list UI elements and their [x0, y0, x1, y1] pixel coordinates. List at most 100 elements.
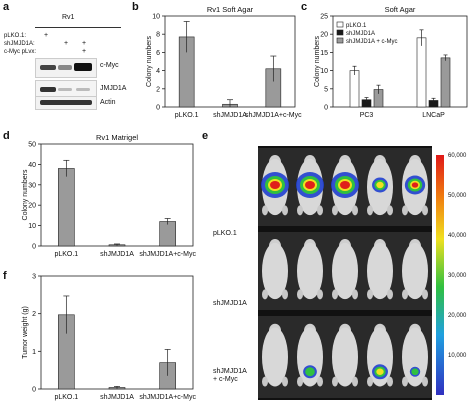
y-axis-label: Colony numbers: [22, 169, 29, 220]
mark-sh-2: +: [64, 40, 69, 47]
scale-tick-10000: 10,000: [448, 353, 467, 359]
mouse-leg: [262, 376, 268, 387]
y-axis-label: Colony numbers: [314, 36, 321, 87]
panel-label-a: a: [3, 1, 10, 13]
mouse-body: [332, 327, 358, 387]
scale-tick-20000: 20,000: [448, 313, 467, 319]
y-tick-label: 0: [156, 105, 160, 112]
row-label-sh-myc: shJMJD1A + c-Myc: [213, 368, 247, 383]
legend-swatch: [336, 37, 344, 44]
y-tick-label: 10: [28, 223, 36, 230]
mouse-leg: [317, 205, 323, 216]
bar: [58, 168, 75, 247]
mouse-body: [402, 242, 428, 300]
x-tick-label: shJMJD1A: [213, 112, 247, 119]
chart-soft-agar: Soft Agar Colony numbers 0 5 10 15 20 25 PC3 LNCa…: [314, 5, 468, 119]
mouse-leg: [422, 376, 428, 387]
y-tick-label: 20: [28, 203, 36, 210]
mouse-leg: [402, 376, 408, 387]
blot-label-jmjd1a: JMJD1A: [100, 85, 127, 92]
chart-tumor-weight: Tumor weight (g) 0 1 2 3 pLKO.1 shJMJD1A shJMJD…: [22, 274, 196, 402]
legend-swatch: [336, 21, 344, 28]
mouse-leg: [367, 376, 373, 387]
chart-rv1-matrigel: Rv1 Matrigel Colony numbers 0 10 20 30 40 50 pLK…: [22, 133, 196, 258]
mouse-body: [262, 327, 288, 387]
row-label-plko: pLKO.1: [213, 230, 237, 237]
blot-label-actin: Actin: [100, 99, 116, 106]
y-tick-label: 10: [152, 14, 160, 21]
y-tick-label: 25: [320, 14, 328, 21]
blot-cmyc: [35, 58, 97, 78]
mouse-leg: [422, 205, 428, 216]
signal-core: [340, 181, 350, 189]
mouse-body: [332, 242, 358, 300]
blot-cell-line: Rv1: [62, 14, 75, 21]
signal-inner: [376, 181, 384, 189]
plot-frame: [332, 15, 468, 108]
chart-title: Rv1 Matrigel: [96, 133, 138, 142]
signal-core: [305, 181, 315, 189]
y-tick-label: 6: [156, 50, 160, 57]
mice-images: [258, 148, 432, 398]
mouse-leg: [402, 289, 408, 300]
signal-core: [411, 182, 419, 188]
y-axis-label: Colony numbers: [146, 36, 153, 87]
x-tick-label: shJMJD1A: [100, 394, 134, 401]
mouse-body: [262, 242, 288, 300]
y-tick-label: 40: [28, 162, 36, 169]
panel-label-f: f: [3, 270, 7, 282]
mouse-leg: [387, 376, 393, 387]
bar: [349, 70, 360, 108]
mouse-body: [297, 242, 323, 300]
mark-sh-3: +: [82, 40, 87, 47]
y-tick-label: 2: [32, 311, 36, 318]
mouse-leg: [282, 289, 288, 300]
bar: [159, 221, 176, 247]
legend-label: shJMJD1A: [346, 31, 375, 37]
mouse-leg: [352, 376, 358, 387]
y-tick-label: 0: [32, 387, 36, 394]
chart-title: Soft Agar: [385, 5, 416, 14]
mouse-leg: [352, 289, 358, 300]
panel-label-c: c: [301, 1, 308, 13]
panel-label-b: b: [132, 1, 139, 13]
signal-mid: [411, 368, 419, 376]
x-tick-label: PC3: [360, 112, 374, 119]
y-tick-label: 1: [32, 349, 36, 356]
mouse-body: [402, 327, 428, 387]
scale-tick-40000: 40,000: [448, 233, 467, 239]
mouse-leg: [402, 205, 408, 216]
y-tick-label: 30: [28, 182, 36, 189]
y-tick-label: 10: [320, 68, 328, 75]
y-tick-label: 0: [32, 244, 36, 251]
x-tick-label: pLKO.1: [175, 112, 199, 119]
y-tick-label: 2: [156, 86, 160, 93]
y-tick-label: 50: [28, 142, 36, 149]
mouse-leg: [262, 205, 268, 216]
mouse-leg: [352, 205, 358, 216]
y-tick-label: 8: [156, 32, 160, 39]
mouse-leg: [282, 205, 288, 216]
y-tick-label: 0: [324, 105, 328, 112]
mark-plko-1: +: [44, 32, 49, 39]
mouse-leg: [422, 289, 428, 300]
panel-label-e: e: [202, 130, 209, 142]
scale-tick-60000: 60,000: [448, 153, 467, 159]
mouse-leg: [367, 289, 373, 300]
blot-actin: [35, 96, 97, 110]
bar: [440, 57, 451, 108]
condition-shjmjd1a: shJMJD1A:: [4, 41, 35, 47]
panel-label-d: d: [3, 130, 10, 142]
mouse-leg: [387, 205, 393, 216]
x-tick-label: shJMJD1A+c-Myc: [139, 251, 196, 258]
y-tick-label: 5: [324, 86, 328, 93]
y-tick-label: 20: [320, 32, 328, 39]
mouse-leg: [332, 376, 338, 387]
mouse-leg: [317, 289, 323, 300]
x-tick-label: pLKO.1: [54, 251, 78, 258]
mark-myc-3: +: [82, 48, 87, 55]
y-axis-label: Tumor weight (g): [22, 306, 29, 359]
blot-label-cmyc: c-Myc: [100, 62, 119, 69]
mouse-body: [367, 242, 393, 300]
scale-tick-50000: 50,000: [448, 193, 467, 199]
